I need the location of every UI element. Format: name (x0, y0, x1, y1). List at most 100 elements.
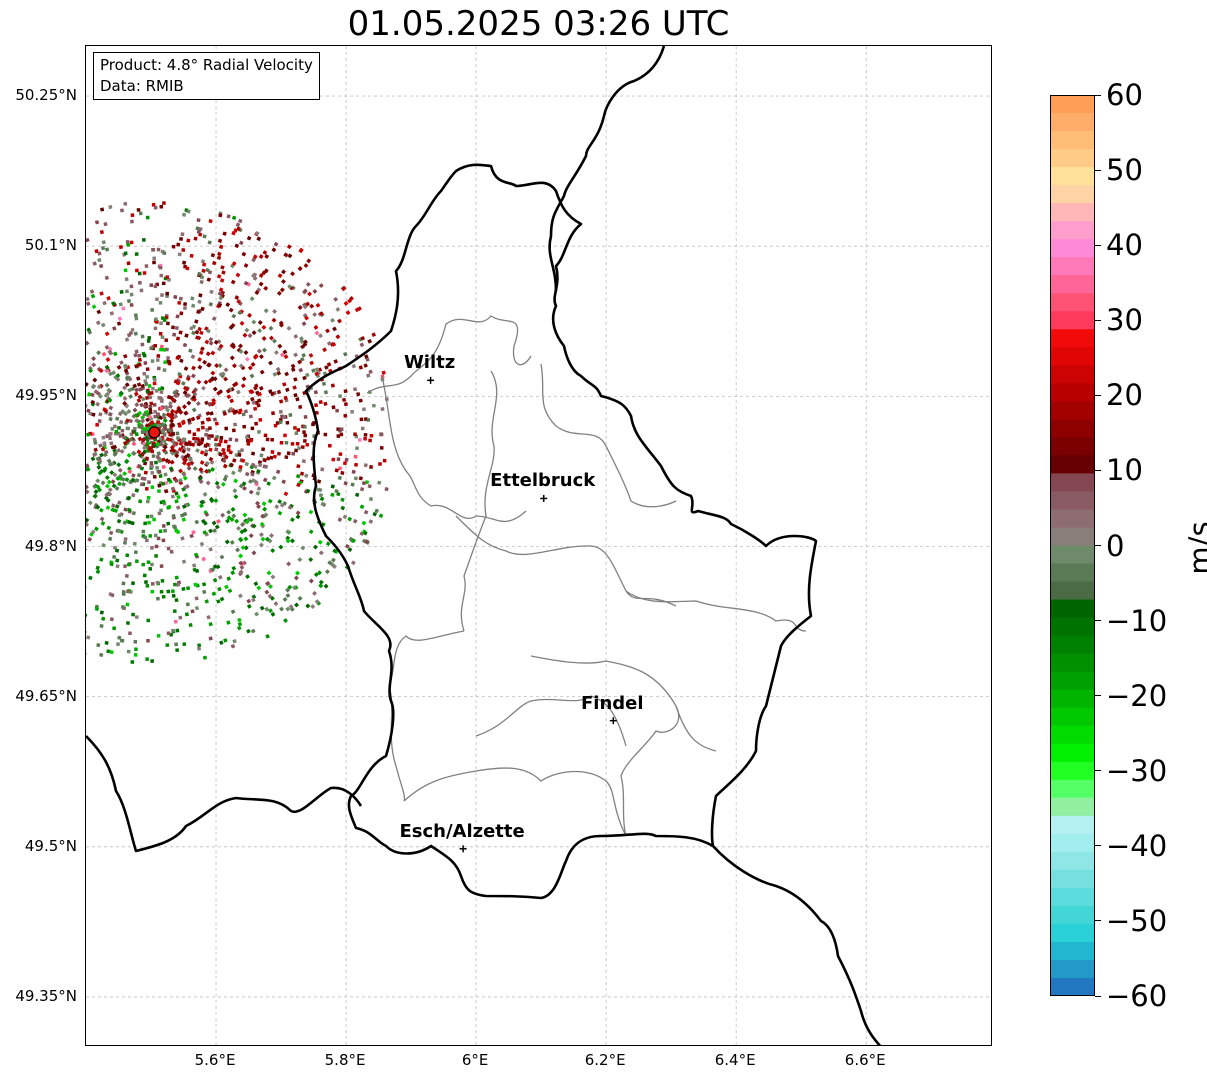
national-borders (86, 46, 882, 1045)
colorbar-segment (1050, 365, 1095, 384)
colorbar-tick-label: −50 (1106, 903, 1168, 938)
graticule (86, 46, 991, 1045)
colorbar-segment (1050, 779, 1095, 799)
colorbar-tick-label: 10 (1106, 453, 1143, 488)
colorbar-segment (1050, 329, 1095, 348)
colorbar-segment (1050, 905, 1095, 925)
map-title: 01.05.2025 03:26 UTC (347, 4, 730, 44)
colorbar-segment (1050, 203, 1095, 222)
colorbar-segment (1050, 743, 1095, 763)
canton-boundary (366, 315, 532, 394)
colorbar-unit-label: m/s (1183, 521, 1207, 575)
map-canvas (86, 46, 991, 1045)
product-info-box: Product: 4.8° Radial Velocity Data: RMIB (93, 52, 320, 100)
colorbar-tick-mark (1095, 94, 1101, 96)
colorbar-segment (1050, 239, 1095, 258)
colorbar-segment (1050, 437, 1095, 456)
product-label: Product: 4.8° Radial Velocity (100, 56, 313, 74)
longitude-tick-label: 6.2°E (584, 1051, 626, 1069)
canton-boundaries (366, 315, 807, 837)
colorbar-segment (1050, 635, 1095, 655)
colorbar-segment (1050, 401, 1095, 420)
colorbar-segment (1050, 689, 1095, 709)
canton-boundary (475, 695, 627, 747)
colorbar-segment (1050, 599, 1095, 619)
colorbar-segment (1050, 617, 1095, 637)
colorbar-tick-label: 50 (1106, 153, 1143, 188)
colorbar-segment (1050, 473, 1095, 493)
colorbar-segment (1050, 293, 1095, 312)
longitude-tick-label: 6.4°E (714, 1051, 756, 1069)
colorbar-tick-mark (1095, 995, 1101, 997)
longitude-tick-label: 6.6°E (844, 1051, 886, 1069)
germany-border (548, 46, 666, 292)
place-label: Findel (581, 692, 644, 714)
colorbar-segment (1050, 491, 1095, 511)
luxembourg-border (304, 163, 818, 900)
colorbar-segment (1050, 833, 1095, 853)
colorbar-tick-mark (1095, 695, 1101, 697)
colorbar-tick-label: 20 (1106, 378, 1143, 413)
longitude-tick-label: 5.8°E (324, 1051, 366, 1069)
colorbar-tick-mark (1095, 920, 1101, 922)
longitude-tick-label: 6°E (461, 1051, 489, 1069)
latitude-tick-label: 49.5°N (24, 836, 77, 855)
place-label: Ettelbruck (490, 470, 596, 492)
canton-boundary (530, 655, 680, 837)
latitude-tick-label: 50.1°N (24, 236, 77, 255)
colorbar-segment (1050, 563, 1095, 583)
colorbar-segment (1050, 113, 1095, 132)
latitude-tick-label: 49.8°N (24, 536, 77, 555)
colorbar-tick-label: −20 (1106, 678, 1168, 713)
latitude-tick-label: 49.35°N (15, 986, 77, 1005)
colorbar-segment (1050, 923, 1095, 943)
place-markers (427, 376, 617, 853)
latitude-tick-label: 50.25°N (15, 86, 77, 105)
latitude-tick-label: 49.95°N (15, 386, 77, 405)
colorbar-tick-label: −30 (1106, 753, 1168, 788)
colorbar-tick-mark (1095, 620, 1101, 622)
colorbar-tick-label: 40 (1106, 228, 1143, 263)
colorbar-tick-label: 0 (1106, 528, 1125, 563)
colorbar-tick-mark (1095, 845, 1101, 847)
colorbar-tick-label: 30 (1106, 303, 1143, 338)
colorbar-segment (1050, 941, 1095, 961)
map-panel[interactable] (85, 45, 992, 1046)
colorbar-segment (1050, 581, 1095, 601)
radar-site-marker (148, 426, 161, 439)
colorbar-segment (1050, 545, 1095, 565)
colorbar-segment (1050, 257, 1095, 276)
canton-boundary (455, 515, 677, 607)
colorbar-tick-label: −10 (1106, 603, 1168, 638)
colorbar-tick-mark (1095, 770, 1101, 772)
colorbar-segment (1050, 347, 1095, 366)
colorbar-tick-mark (1095, 545, 1101, 546)
colorbar-segment (1050, 149, 1095, 168)
colorbar-segment (1050, 383, 1095, 402)
colorbar-segment (1050, 977, 1095, 996)
latitude-tick-label: 49.65°N (15, 686, 77, 705)
data-source-label: Data: RMIB (100, 77, 184, 95)
colorbar-segment (1050, 131, 1095, 150)
colorbar-tick-mark (1095, 169, 1101, 171)
colorbar-segment (1050, 653, 1095, 673)
colorbar-segment (1050, 419, 1095, 438)
canton-boundary (625, 590, 807, 632)
colorbar-tick-mark (1095, 394, 1101, 396)
colorbar-segment (1050, 959, 1095, 979)
colorbar-tick-label: 60 (1106, 78, 1143, 112)
place-label: Wiltz (403, 352, 456, 374)
colorbar-tick-mark (1095, 469, 1101, 471)
colorbar-segment (1050, 275, 1095, 294)
colorbar-tick-label: −60 (1106, 979, 1168, 1013)
colorbar-segment (1050, 185, 1095, 204)
colorbar-segment (1050, 455, 1095, 475)
colorbar-tick-mark (1095, 244, 1101, 246)
colorbar-segment (1050, 221, 1095, 240)
colorbar-segment (1050, 761, 1095, 781)
colorbar-segment (1050, 797, 1095, 817)
belgium-france-border (86, 735, 363, 853)
colorbar-segment (1050, 311, 1095, 330)
germany-border-south (712, 845, 882, 1045)
colorbar-segment (1050, 509, 1095, 529)
